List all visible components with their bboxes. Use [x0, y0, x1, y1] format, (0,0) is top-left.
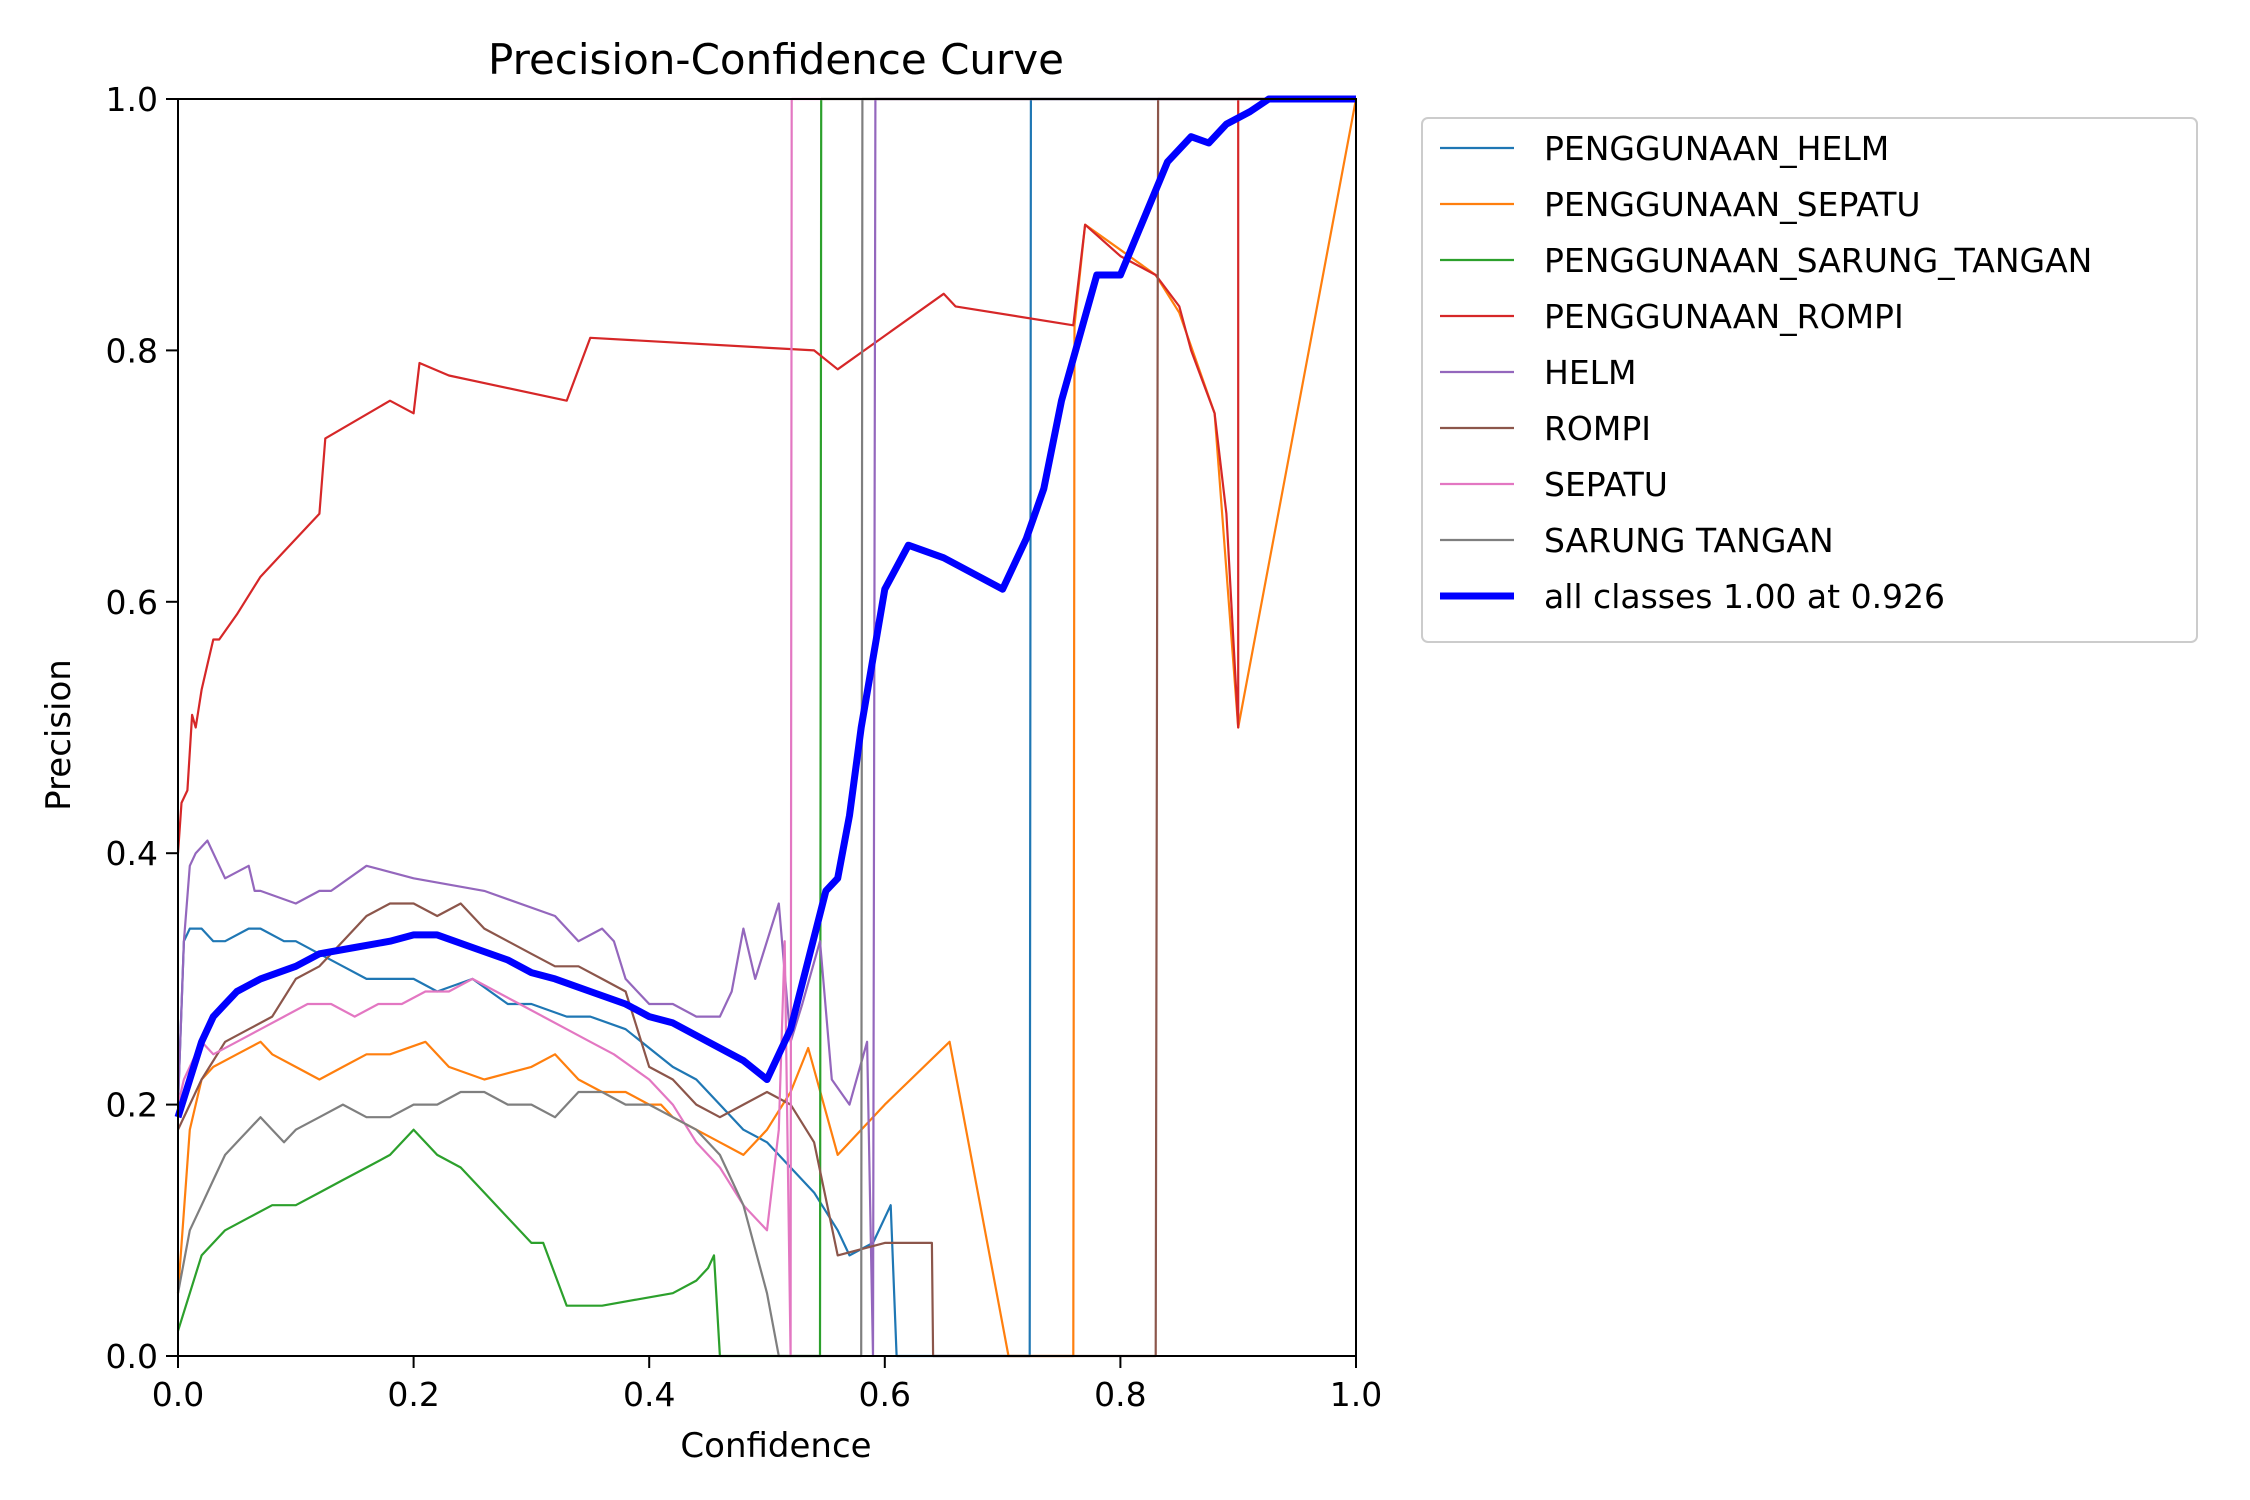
legend-label: SEPATU — [1544, 465, 1668, 504]
series-line-7 — [176, 97, 1356, 1358]
x-tick-label: 0.0 — [152, 1375, 204, 1414]
legend: PENGGUNAAN_HELM PENGGUNAAN_SEPATU PENGGUNA… — [1421, 117, 2198, 643]
x-axis-label: Confidence — [680, 1426, 871, 1466]
plot-area: 0.0 0.2 0.4 0.6 0.8 1.0 0.0 0.2 0.4 0.6 0.8 1.0 — [106, 80, 1383, 1414]
series-line-3 — [176, 97, 1356, 854]
y-tick-label: 0.8 — [106, 331, 158, 370]
chart-title: Precision-Confidence Curve — [488, 35, 1064, 84]
x-tick-label: 1.0 — [1330, 1375, 1382, 1414]
x-tick-label: 0.4 — [623, 1375, 675, 1414]
series-line-2 — [176, 97, 1356, 1358]
y-tick-label: 0.4 — [106, 834, 158, 873]
series-line-6 — [176, 97, 1356, 1358]
y-axis-label: Precision — [39, 659, 79, 811]
y-tick-label: 0.2 — [106, 1086, 158, 1125]
legend-label: HELM — [1544, 353, 1637, 392]
series-group — [174, 95, 1358, 1358]
y-tick-label: 1.0 — [106, 80, 158, 119]
x-tick-label: 0.8 — [1094, 1375, 1146, 1414]
x-tick-label: 0.6 — [859, 1375, 911, 1414]
y-tick-label: 0.0 — [106, 1337, 158, 1376]
legend-label: PENGGUNAAN_SEPATU — [1544, 185, 1921, 224]
legend-label: all classes 1.00 at 0.926 — [1544, 577, 1945, 616]
series-line-4 — [176, 97, 1356, 1358]
legend-label: PENGGUNAAN_ROMPI — [1544, 297, 1904, 336]
series-line-5 — [177, 97, 1356, 1358]
series-line-1 — [176, 98, 1358, 1358]
series-line-0 — [176, 97, 1356, 1358]
legend-label: PENGGUNAAN_HELM — [1544, 129, 1889, 168]
legend-label: SARUNG TANGAN — [1544, 521, 1834, 560]
x-tick-label: 0.2 — [387, 1375, 439, 1414]
plot-frame — [177, 98, 1357, 1357]
legend-box — [1421, 117, 2198, 643]
series-line-8 — [174, 95, 1356, 1119]
y-tick-label: 0.6 — [106, 583, 158, 622]
legend-label: PENGGUNAAN_SARUNG_TANGAN — [1544, 241, 2092, 280]
legend-label: ROMPI — [1544, 409, 1651, 448]
